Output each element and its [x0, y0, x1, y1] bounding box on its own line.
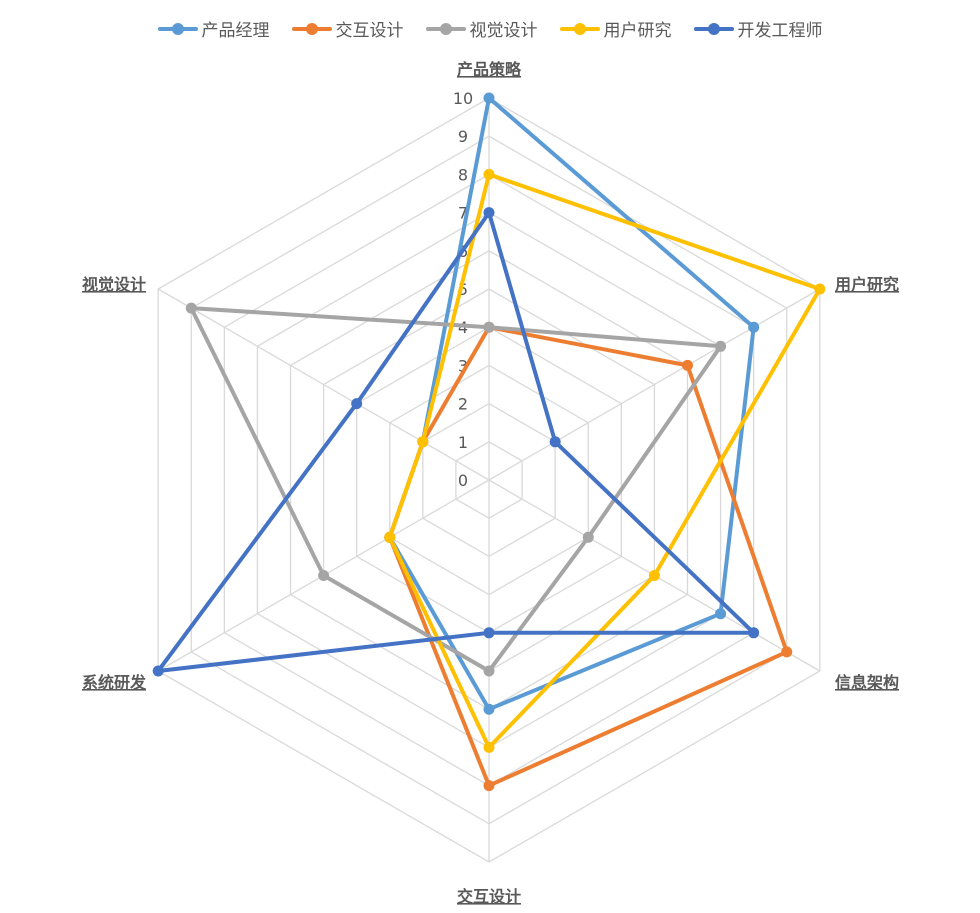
- category-label: 信息架构: [835, 673, 899, 692]
- category-label: 视觉设计: [82, 275, 146, 294]
- data-point: [715, 340, 727, 352]
- legend-item: 用户研究: [559, 16, 672, 41]
- data-point: [681, 359, 693, 371]
- data-point: [483, 207, 495, 219]
- data-point: [384, 531, 396, 543]
- data-point: [648, 570, 660, 581]
- legend-swatch: [559, 22, 600, 35]
- tick-label: 3: [458, 356, 468, 375]
- legend-swatch: [157, 22, 198, 35]
- legend-swatch: [425, 22, 466, 35]
- legend-item: 交互设计: [291, 16, 404, 41]
- tick-label: 5: [458, 280, 468, 299]
- data-point: [417, 436, 429, 448]
- data-point: [814, 283, 826, 295]
- legend-label: 视觉设计: [469, 21, 538, 41]
- data-point: [483, 321, 495, 333]
- data-point: [748, 321, 760, 333]
- tick-label: 7: [458, 204, 468, 223]
- data-point: [318, 570, 330, 581]
- data-point: [483, 168, 495, 180]
- legend-swatch: [291, 22, 332, 35]
- data-point: [483, 780, 495, 792]
- data-point: [483, 703, 495, 715]
- data-point: [152, 665, 164, 677]
- legend-item: 开发工程师: [693, 16, 823, 41]
- tick-label: 8: [458, 165, 468, 184]
- data-point: [715, 608, 727, 620]
- tick-label: 0: [458, 471, 468, 490]
- legend-label: 产品经理: [201, 21, 270, 41]
- grid-spoke: [488, 288, 821, 481]
- data-point: [483, 627, 495, 639]
- legend-item: 视觉设计: [425, 16, 538, 41]
- tick-label: 2: [458, 395, 468, 414]
- data-point: [549, 436, 561, 448]
- data-point: [582, 531, 594, 543]
- category-label: 用户研究: [835, 275, 899, 294]
- series-line: [156, 210, 756, 673]
- legend: 产品经理 交互设计 视觉设计 用户研究 开发工程师: [0, 16, 980, 41]
- legend-swatch: [693, 22, 734, 35]
- data-point: [483, 741, 495, 753]
- legend-label: 交互设计: [335, 21, 404, 41]
- data-point: [483, 92, 495, 104]
- category-label: 系统研发: [82, 673, 147, 692]
- category-label: 产品策略: [457, 60, 522, 79]
- legend-label: 开发工程师: [737, 21, 823, 41]
- data-point: [185, 302, 197, 314]
- tick-label: 10: [453, 89, 473, 108]
- category-label: 交互设计: [457, 887, 521, 906]
- tick-label: 9: [458, 127, 468, 146]
- data-point: [351, 398, 363, 410]
- tick-label: 1: [458, 433, 468, 452]
- data-point: [748, 627, 760, 639]
- data-point: [483, 665, 495, 677]
- grid-spoke: [157, 288, 490, 481]
- legend-label: 用户研究: [603, 21, 672, 41]
- tick-label: 4: [458, 318, 468, 337]
- legend-item: 产品经理: [157, 16, 270, 41]
- data-point: [781, 646, 793, 658]
